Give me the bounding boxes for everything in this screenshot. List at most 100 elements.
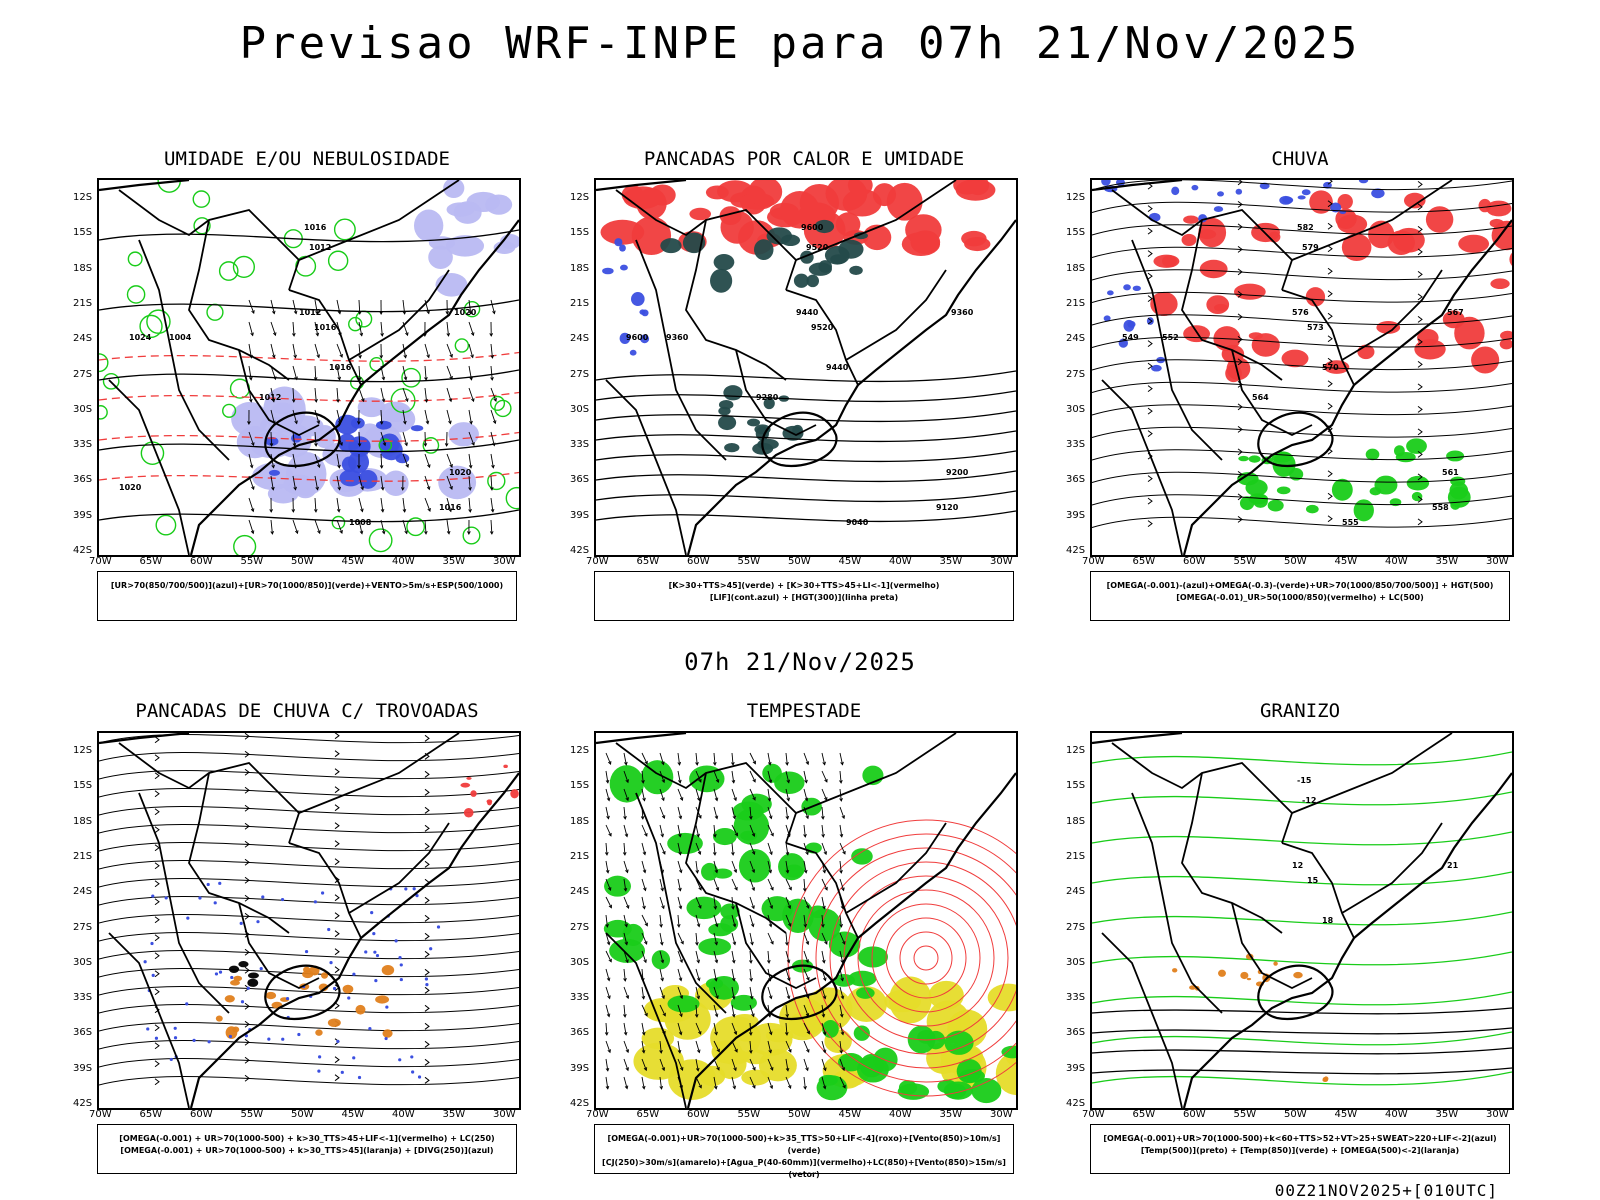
contour-label: 9120 (936, 503, 959, 512)
longitude-tick-label: 50W (788, 556, 811, 567)
hgt300-contour (596, 450, 1016, 463)
longitude-tick-label: 65W (636, 1109, 660, 1120)
wind-vector (468, 453, 473, 469)
wind850-vector (641, 1022, 646, 1036)
instability-teal (753, 239, 774, 260)
latitude-tick-label: 39S (570, 1062, 590, 1074)
wind850-vector (731, 1004, 736, 1018)
wind850-vector (785, 806, 790, 820)
wind-vector (489, 321, 494, 337)
wind-vector (424, 475, 431, 491)
lc850-red-circulation (871, 903, 981, 1013)
divg-blue-dot (375, 953, 380, 958)
lif-blue (614, 238, 623, 247)
wind850-vector (802, 878, 807, 892)
humidity-light-blue (448, 422, 479, 447)
wind-vector (248, 519, 255, 535)
rain-red (1213, 303, 1229, 312)
streamline-arrow (244, 768, 250, 776)
wind850-vector (623, 914, 628, 928)
longitude-tick-label: 35W (442, 1109, 466, 1120)
divg-blue-dot (186, 916, 190, 920)
humidity-light-blue (295, 483, 316, 499)
hgt300-contour (596, 390, 1016, 403)
legend-line-1: [OMEGA(-0.001)+UR>70(1000-500)+k<60+TTS>… (1103, 1134, 1497, 1143)
wind850-vector (731, 1040, 738, 1053)
contour-label: 1016 (304, 223, 327, 232)
wind850-vector (677, 788, 684, 802)
omega-orange (1240, 971, 1249, 980)
divg-blue-dot (239, 921, 243, 925)
wind-vector (468, 431, 475, 446)
wind850-vector (622, 842, 627, 856)
streamline-arrow (1417, 338, 1423, 346)
divg-blue-dot (151, 973, 155, 977)
wind850-vector (803, 986, 810, 999)
wind-vector (380, 387, 386, 403)
streamline-arrow (1237, 403, 1243, 411)
humidity-light-blue (231, 401, 269, 436)
wind-vector (269, 431, 274, 447)
longitude-tick-label: 65W (139, 556, 163, 567)
rain-red (1393, 227, 1425, 253)
country-border (635, 792, 727, 1014)
wind850-green (689, 765, 725, 793)
humidity-light-blue (443, 180, 465, 199)
wind-vector (248, 299, 255, 315)
wind850-vector (839, 860, 843, 874)
wind850-vector (731, 932, 737, 946)
lif-blue (631, 292, 645, 307)
streamline-arrow (1327, 402, 1333, 410)
humidity-blue (268, 469, 281, 476)
wind-vector (424, 409, 430, 425)
streamline-arrow (334, 948, 340, 956)
contour-label: 579 (1302, 243, 1319, 252)
wind-vector (402, 387, 409, 403)
wind850-vector (749, 1058, 756, 1071)
hgt500-streamline (1092, 404, 1512, 416)
wind850-vector (767, 842, 773, 856)
wind850-vector (785, 842, 790, 856)
humidity-green-contour (333, 218, 356, 241)
wind850-vector (605, 1004, 611, 1018)
wind-vector (357, 453, 361, 469)
streamline-arrow (334, 858, 340, 866)
wind-vector (248, 365, 253, 381)
lif-blue (619, 332, 631, 344)
longitude-tick-label: 45W (838, 1109, 862, 1120)
wind-vector (402, 409, 407, 425)
temp500-contour (1092, 1007, 1512, 1015)
rain-blue (1371, 188, 1385, 199)
wind850-vector (695, 752, 699, 766)
wind850-green (774, 771, 805, 794)
wind850-vector (731, 878, 738, 891)
streamline-arrow (424, 896, 430, 904)
wind-vector (468, 343, 474, 359)
rain-green (1331, 478, 1353, 501)
humidity-green-contour (454, 338, 470, 353)
humidity-light-blue (485, 194, 513, 215)
streamline-arrow (334, 733, 340, 740)
wind850-vector (731, 968, 736, 982)
latitude-tick-label: 12S (1066, 192, 1086, 203)
rain-red (1425, 206, 1454, 233)
wind850-vector (803, 1022, 810, 1035)
streamline-arrow (1327, 492, 1333, 500)
longitude-tick-label: 70W (1082, 1109, 1105, 1120)
streamline-arrow (154, 880, 160, 888)
divg-blue-dot (218, 970, 223, 974)
wind850-vector (605, 788, 611, 802)
rain-red (1489, 218, 1504, 228)
latitude-tick-label: 39S (1066, 1062, 1086, 1074)
country-border (1111, 742, 1294, 844)
country-border (845, 822, 947, 914)
jet-yellow (845, 986, 888, 1022)
streamline-arrow (1147, 272, 1153, 280)
wind850-vector (659, 1058, 666, 1072)
latitude-tick-label: 33S (1066, 439, 1086, 451)
lc250-streamline (99, 733, 519, 744)
longitude-tick-label: 70W (89, 1109, 112, 1120)
wind-vector (358, 475, 364, 491)
streamline-arrow (1237, 335, 1243, 343)
storm-orange (224, 995, 235, 1003)
